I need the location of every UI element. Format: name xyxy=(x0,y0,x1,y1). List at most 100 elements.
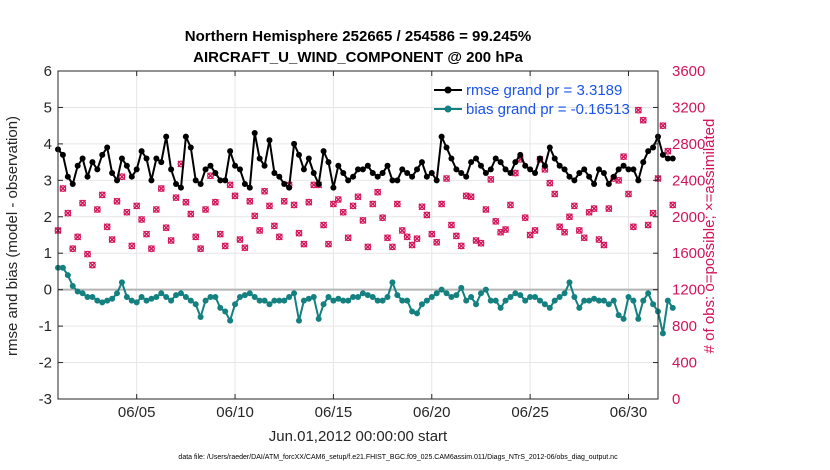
obs-assimilated-stroke xyxy=(128,242,136,250)
bias-point xyxy=(266,301,273,308)
obs-possible-marker xyxy=(261,187,268,195)
obs-assimilated-stroke xyxy=(556,223,564,231)
obs-point xyxy=(418,203,426,211)
obs-point xyxy=(620,153,628,161)
obs-possible-marker xyxy=(64,209,72,217)
obs-point xyxy=(98,191,106,199)
obs-point xyxy=(580,234,588,242)
rmse-point xyxy=(566,173,573,180)
bias-point xyxy=(325,293,332,300)
obs-point xyxy=(211,198,219,206)
obs-point xyxy=(270,222,278,230)
obs-point xyxy=(457,242,465,250)
obs-possible-marker xyxy=(339,208,347,216)
bias-point xyxy=(473,301,480,308)
obs-possible-marker xyxy=(192,233,200,241)
obs-point xyxy=(290,201,298,209)
rmse-point xyxy=(536,155,543,162)
obs-assimilated-stroke xyxy=(157,185,165,193)
bias-point xyxy=(335,295,342,302)
obs-possible-marker xyxy=(226,181,234,189)
obs-possible-marker xyxy=(418,203,426,211)
rmse-point xyxy=(497,159,504,166)
rmse-point xyxy=(310,170,317,177)
obs-possible-marker xyxy=(344,234,352,242)
rmse-point xyxy=(256,155,263,162)
rmse-point xyxy=(350,173,357,180)
rmse-point xyxy=(291,140,298,147)
obs-point xyxy=(393,200,401,208)
rmse-point xyxy=(414,166,421,173)
bias-point xyxy=(669,304,676,311)
obs-point xyxy=(133,202,141,210)
y2-tick-label: 1200 xyxy=(672,282,705,299)
obs-possible-marker xyxy=(128,242,136,250)
y-tick-label: -3 xyxy=(39,391,52,408)
obs-point xyxy=(649,209,657,217)
x-axis-ticks: 06/05 06/10 06/15 06/20 06/25 06/30 xyxy=(118,71,647,421)
obs-assimilated-stroke xyxy=(570,202,578,210)
obs-assimilated-stroke xyxy=(443,175,451,183)
rmse-point xyxy=(118,155,125,162)
obs-assimilated-stroke xyxy=(69,245,77,253)
obs-assimilated-stroke xyxy=(103,223,111,231)
obs-assimilated-stroke xyxy=(502,226,510,234)
obs-assimilated-stroke xyxy=(423,211,431,219)
obs-assimilated-stroke xyxy=(167,236,175,244)
rmse-point xyxy=(271,170,278,177)
obs-assimilated-stroke xyxy=(172,194,180,202)
obs-assimilated-stroke xyxy=(506,201,514,209)
bias-point xyxy=(448,293,455,300)
bias-point xyxy=(645,290,652,297)
obs-point xyxy=(236,236,244,244)
bias-point xyxy=(187,297,194,304)
rmse-point xyxy=(305,155,312,162)
obs-assimilated-stroke xyxy=(261,187,269,195)
bias-point xyxy=(197,314,204,320)
obs-point xyxy=(492,217,500,225)
obs-possible-marker xyxy=(103,223,111,231)
legend-bias-label: bias grand pr = -0.16513 xyxy=(466,101,630,118)
rmse-point xyxy=(394,177,401,184)
obs-assimilated-stroke xyxy=(438,200,446,208)
bias-point xyxy=(109,295,116,302)
obs-assimilated-stroke xyxy=(344,234,352,242)
bias-point xyxy=(330,297,337,304)
obs-possible-marker xyxy=(615,176,623,184)
bias-point xyxy=(497,304,504,311)
bias-point xyxy=(477,290,484,297)
rmse-point xyxy=(320,148,327,155)
rmse-point xyxy=(645,148,652,155)
bias-point xyxy=(212,293,219,300)
bias-point xyxy=(256,297,263,304)
bias-point xyxy=(453,292,460,299)
obs-possible-marker xyxy=(300,240,308,248)
rmse-point xyxy=(246,184,253,191)
bias-point xyxy=(148,295,155,302)
rmse-point xyxy=(355,166,361,173)
rmse-point xyxy=(620,162,627,169)
obs-point xyxy=(433,238,441,246)
obs-assimilated-stroke xyxy=(467,193,475,201)
bias-point xyxy=(340,297,347,304)
bias-point xyxy=(241,292,248,299)
obs-possible-marker xyxy=(349,202,357,210)
obs-assimilated-stroke xyxy=(639,116,647,124)
bias-point xyxy=(409,308,416,315)
obs-possible-marker xyxy=(369,200,377,208)
bias-point xyxy=(261,297,268,304)
plot-frame xyxy=(57,70,659,400)
bias-point xyxy=(300,297,307,304)
obs-point xyxy=(88,261,96,269)
obs-assimilated-stroke xyxy=(246,197,254,205)
obs-point xyxy=(669,201,677,209)
y2-tick-label: 3200 xyxy=(672,99,705,116)
bias-point xyxy=(428,293,435,300)
obs-possible-marker xyxy=(216,230,224,238)
obs-possible-marker xyxy=(521,214,529,222)
obs-assimilated-stroke xyxy=(108,236,116,244)
y2-tick-label: 2000 xyxy=(672,209,705,226)
obs-assimilated-stroke xyxy=(216,230,224,238)
bias-point xyxy=(418,301,425,308)
obs-possible-marker xyxy=(320,221,327,229)
